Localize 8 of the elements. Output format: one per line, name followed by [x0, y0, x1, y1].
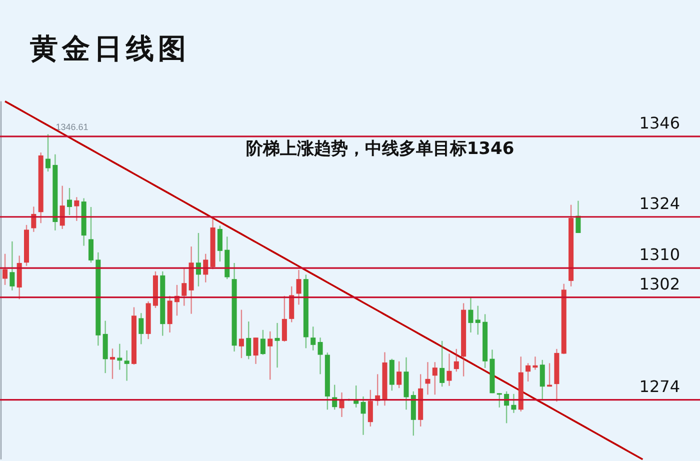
y-tick-label: 1346: [639, 113, 680, 132]
y-tick-label: 1302: [639, 274, 680, 294]
annotation: 阶梯上涨趋势，中线多单目标1346: [246, 139, 514, 159]
annotation: 1346.61: [56, 122, 88, 132]
chart-title: 黄金日线图: [29, 32, 190, 65]
y-tick-label: 1324: [639, 194, 680, 213]
y-tick-label: 1310: [639, 245, 680, 264]
y-tick-label: 1274: [639, 376, 680, 396]
